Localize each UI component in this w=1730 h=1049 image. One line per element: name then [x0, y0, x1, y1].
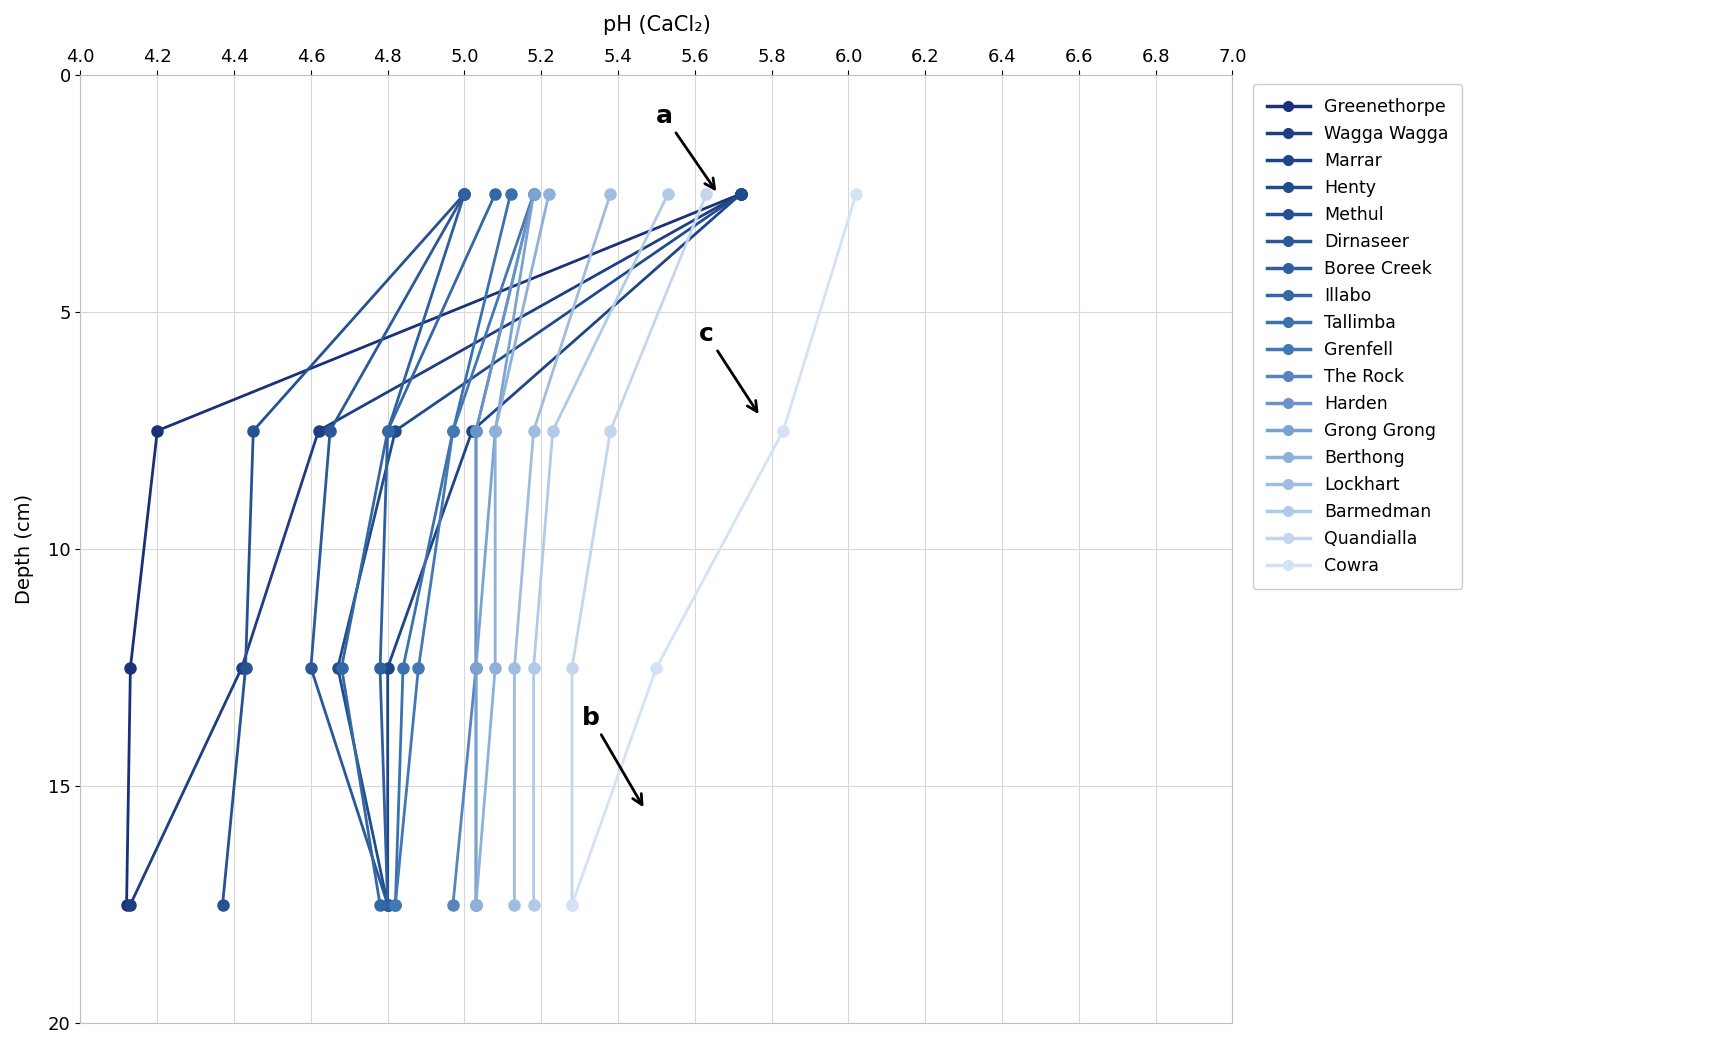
Text: b: b: [583, 706, 642, 805]
Y-axis label: Depth (cm): Depth (cm): [16, 494, 35, 604]
Legend: Greenethorpe, Wagga Wagga, Marrar, Henty, Methul, Dirnaseer, Boree Creek, Illabo: Greenethorpe, Wagga Wagga, Marrar, Henty…: [1253, 84, 1462, 590]
Text: c: c: [699, 322, 758, 411]
Text: a: a: [656, 104, 714, 189]
X-axis label: pH (CaCl₂): pH (CaCl₂): [602, 15, 711, 35]
